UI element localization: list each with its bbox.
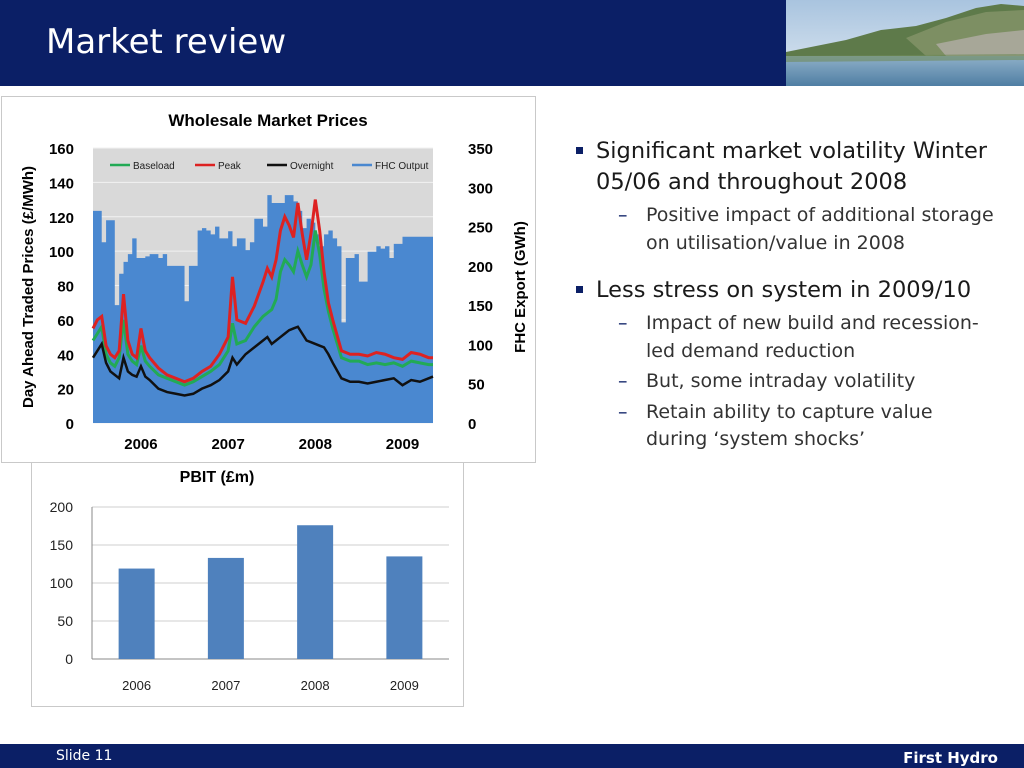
chart-title: PBIT (£m)	[180, 469, 255, 486]
dash-bullet-icon: –	[618, 370, 628, 392]
title-bar: Market review	[0, 0, 1024, 86]
sub-bullet-item: – Retain ability to capture value during …	[618, 400, 933, 451]
peak-line	[91, 199, 433, 384]
sub-bullet-item: – Impact of new build and recession-led d…	[618, 312, 979, 362]
lake-landscape-photo	[786, 0, 1024, 86]
y-axis-label: Day Ahead Traded Prices (£/MWh)	[20, 166, 37, 408]
y2-tick-label: 50	[468, 377, 485, 394]
bullet-item: Significant market volatility Winter 05/…	[574, 136, 994, 198]
sub-bullet-item: – But, some intraday volatility	[574, 368, 994, 396]
bar-2008	[297, 525, 334, 659]
y-tick-label: 200	[50, 499, 74, 515]
bar-2009	[386, 556, 423, 659]
y-tick-label: 50	[57, 613, 73, 629]
x-tick-label: 2006	[124, 436, 157, 453]
slide-title: Market review	[46, 22, 287, 62]
sub-bullet-item: – Positive impact of additional storage o…	[618, 204, 994, 254]
chart-title: Wholesale Market Prices	[168, 111, 367, 130]
legend-label: Baseload	[133, 161, 175, 172]
dash-bullet-icon: –	[618, 204, 628, 226]
brand-name: First Hydro	[903, 749, 998, 767]
y-tick-label: 0	[65, 651, 73, 667]
wholesale-prices-svg: 0 20 40 60 80 100 120 140 160 0 50 100 150 200 250 300…	[20, 111, 529, 453]
x-tick-label: 2009	[386, 436, 419, 453]
fhc-output-area	[93, 195, 433, 423]
y-tick-label: 20	[57, 382, 74, 399]
y-tick-label: 0	[66, 416, 74, 433]
legend-label: Overnight	[290, 161, 334, 172]
baseload-line	[91, 230, 433, 387]
legend-item: Baseload	[110, 161, 175, 172]
y-tick-label: 100	[49, 244, 74, 261]
x-tick-label: 2008	[299, 436, 332, 453]
slide-number: Slide 11	[56, 748, 113, 764]
y-tick-label: 80	[57, 279, 74, 296]
legend-item: Peak	[195, 161, 242, 172]
x-tick-label: 2006	[122, 678, 151, 693]
overnight-line	[91, 325, 434, 397]
wholesale-prices-chart: 0 20 40 60 80 100 120 140 160 0 50 100 150 200 250 300…	[1, 96, 536, 463]
legend-label: FHC Output	[375, 161, 429, 172]
y-tick-label: 120	[49, 210, 74, 227]
bar-2007	[207, 557, 244, 659]
y-tick-label: 40	[57, 347, 74, 364]
dash-bullet-icon: –	[618, 400, 628, 423]
bullet-item: Less stress on system in 2009/10	[574, 275, 994, 306]
footer-bar: Slide 11 First Hydro	[0, 744, 1024, 768]
x-tick-label: 2008	[301, 678, 330, 693]
y2-tick-label: 300	[468, 180, 493, 197]
pbit-chart: 0 50 100 150 200 2006 2007 2008 2009 PBIT (£m)	[31, 462, 464, 707]
y2-tick-label: 100	[468, 337, 493, 354]
y2-tick-label: 150	[468, 298, 493, 315]
bar-2006	[118, 568, 155, 659]
y2-tick-label: 250	[468, 220, 493, 237]
bullet-list: Significant market volatility Winter 05/…	[574, 136, 994, 454]
x-tick-label: 2009	[390, 678, 419, 693]
y-tick-label: 60	[57, 313, 74, 330]
y-tick-label: 160	[49, 141, 74, 158]
legend-label: Peak	[218, 161, 242, 172]
legend-item: Overnight	[267, 161, 334, 172]
x-tick-label: 2007	[211, 436, 244, 453]
square-bullet-icon	[576, 147, 583, 154]
y2-tick-label: 350	[468, 141, 493, 158]
y2-axis-label: FHC Export (GWh)	[512, 221, 529, 353]
y-tick-label: 150	[50, 537, 74, 553]
y2-tick-label: 200	[468, 259, 493, 276]
square-bullet-icon	[576, 286, 583, 293]
y-tick-label: 100	[50, 575, 74, 591]
dash-bullet-icon: –	[618, 312, 628, 334]
x-tick-label: 2007	[211, 678, 240, 693]
legend-item: FHC Output	[352, 161, 429, 172]
y-tick-label: 140	[49, 175, 74, 192]
pbit-svg: 0 50 100 150 200 2006 2007 2008 2009 PBIT (£m)	[50, 469, 449, 693]
y2-tick-label: 0	[468, 416, 476, 433]
